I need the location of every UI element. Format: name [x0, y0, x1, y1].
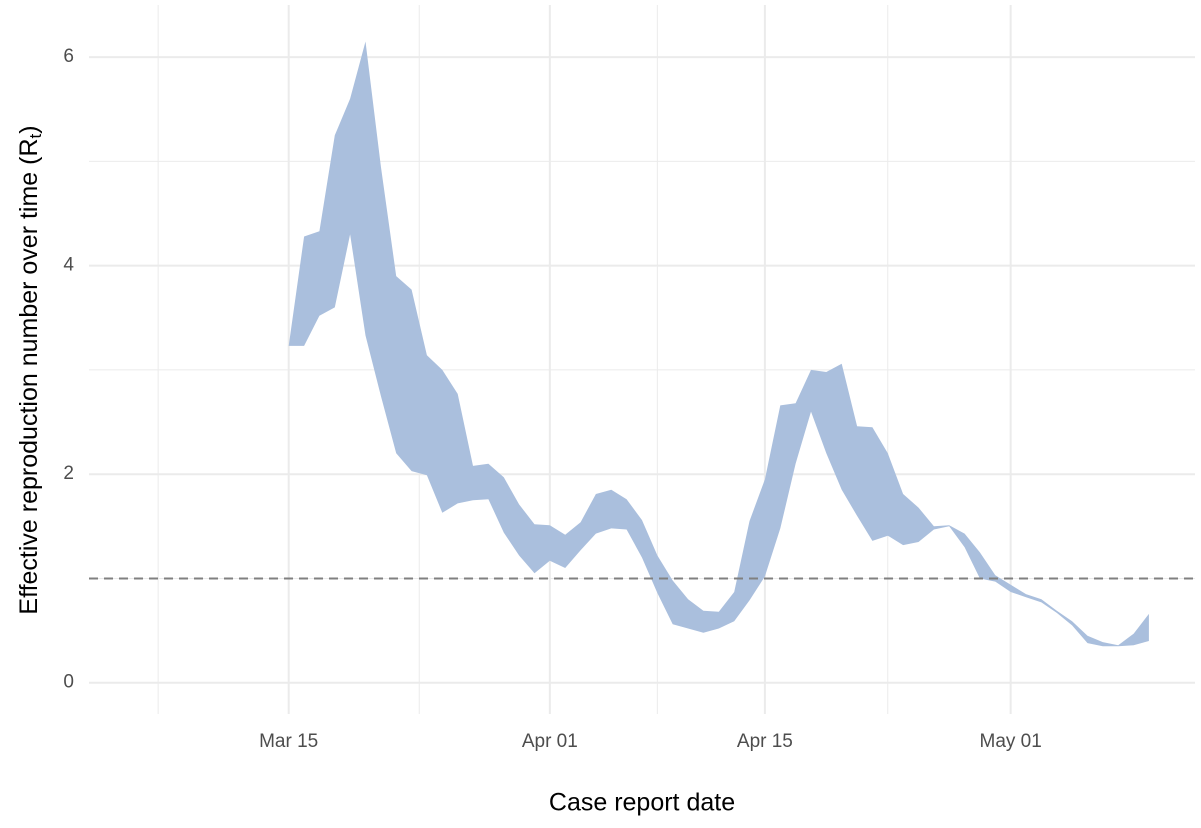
y-tick-label: 4: [63, 255, 74, 276]
x-tick-label: May 01: [980, 731, 1042, 752]
ribbon: [288, 41, 1149, 647]
x-axis-title: Case report date: [549, 789, 735, 817]
y-axis-title-subscript: t: [26, 133, 45, 138]
y-axis-title: Effective reproduction number over time …: [15, 125, 46, 614]
y-axis-title-suffix: ): [15, 125, 43, 133]
x-tick-label: Mar 15: [259, 731, 318, 752]
x-tick-label: Apr 15: [737, 731, 793, 752]
x-tick-label: Apr 01: [522, 731, 578, 752]
y-tick-label: 6: [63, 46, 74, 67]
y-tick-label: 2: [63, 463, 74, 484]
y-axis-title-text: Effective reproduction number over time …: [15, 138, 43, 614]
y-tick-label: 0: [63, 672, 74, 693]
